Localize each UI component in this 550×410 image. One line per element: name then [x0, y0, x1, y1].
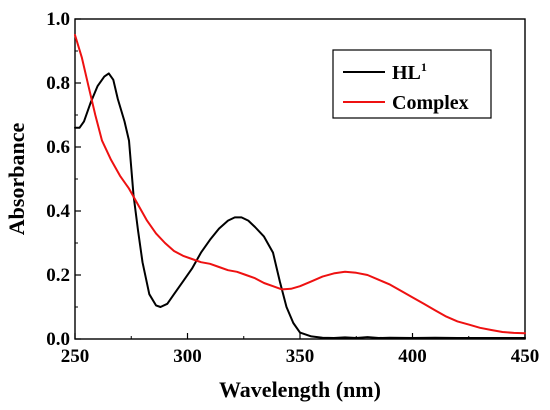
x-tick-label: 300: [173, 346, 202, 367]
y-tick-label: 0.2: [46, 265, 70, 286]
x-tick-label: 400: [398, 346, 427, 367]
series-line-hl1: [74, 72, 526, 339]
y-tick-label: 0.8: [46, 73, 70, 94]
series-lines: [74, 34, 526, 339]
x-tick-label: 250: [61, 346, 90, 367]
y-tick-label: 0.0: [46, 329, 70, 350]
legend: HL1 Complex: [332, 49, 492, 119]
x-tick-label: 450: [511, 346, 540, 367]
series-line-complex: [74, 34, 526, 335]
y-tick-label: 0.6: [46, 137, 70, 158]
legend-label-text: HL: [392, 62, 421, 84]
y-tick-label: 0.4: [46, 201, 70, 222]
legend-label-superscript: 1: [421, 60, 427, 74]
legend-label-complex: Complex: [392, 92, 469, 114]
x-axis-title: Wavelength (nm): [219, 377, 381, 402]
legend-box: [332, 49, 492, 119]
y-tick-label: 1.0: [46, 9, 70, 30]
legend-label-hl1: HL1: [392, 60, 427, 84]
y-axis-title: Absorbance: [4, 123, 29, 236]
axes: 250 300 350 400 450 0.0 0.2 0.4 0.6 0.8 1.0: [46, 9, 539, 367]
x-tick-label: 350: [286, 346, 315, 367]
legend-label-text: Complex: [392, 92, 469, 114]
